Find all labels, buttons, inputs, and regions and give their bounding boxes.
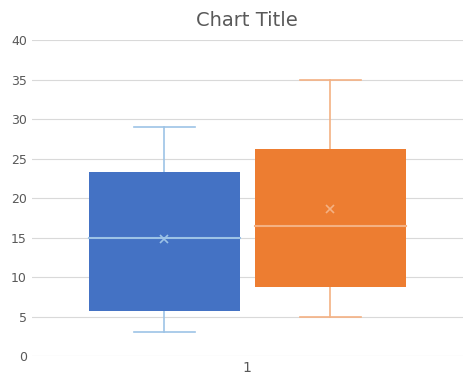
Title: Chart Title: Chart Title	[197, 11, 298, 30]
Bar	[89, 172, 240, 311]
Bar	[255, 149, 406, 287]
